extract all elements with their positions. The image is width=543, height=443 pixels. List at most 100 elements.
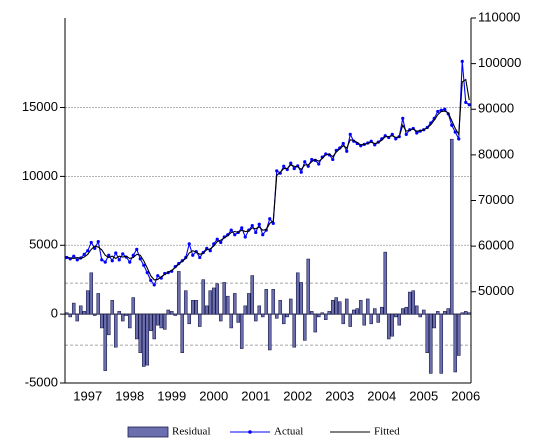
residual-bar — [236, 313, 241, 323]
point-marker — [93, 246, 97, 251]
residual-bar — [407, 291, 412, 315]
point-marker — [394, 137, 398, 141]
point-marker — [128, 260, 132, 264]
point-marker — [233, 233, 237, 237]
residual-bar — [288, 298, 293, 315]
residual-bar — [369, 313, 374, 325]
residual-bar — [99, 313, 104, 329]
point-marker — [96, 239, 100, 244]
y2-tick-label: 70000 — [478, 192, 514, 207]
residual-bar — [306, 258, 311, 315]
point-marker — [156, 274, 160, 278]
residual-bar — [414, 305, 419, 315]
point-marker — [107, 253, 111, 257]
point-marker — [467, 103, 471, 107]
residual-bar — [127, 313, 132, 329]
residual-bar — [225, 295, 230, 315]
residual-bar — [337, 301, 342, 315]
residual-bar — [246, 293, 251, 315]
residual-bar — [131, 297, 136, 315]
point-marker — [404, 132, 408, 136]
residual-bar — [85, 290, 90, 315]
residual-bar — [309, 311, 314, 315]
residual-bar — [355, 308, 360, 315]
residual-bar — [232, 293, 237, 315]
point-marker — [229, 228, 233, 232]
point-marker — [331, 157, 335, 162]
residual-bar — [145, 313, 150, 366]
residual-bar — [467, 312, 472, 315]
residual-bar — [425, 313, 430, 353]
point-marker — [457, 137, 461, 141]
residual-bar — [453, 313, 458, 373]
residual-bar — [327, 311, 332, 315]
residual-bar — [113, 313, 118, 348]
residual-bar — [141, 313, 146, 367]
point-marker — [289, 161, 293, 165]
residual-bar — [183, 290, 188, 315]
residual-bar — [435, 311, 440, 315]
y-tick-label: -5000 — [25, 374, 58, 389]
residual-bar — [285, 313, 290, 318]
residual-bar — [173, 313, 178, 316]
residual-bar — [316, 313, 321, 318]
residual-bar — [400, 308, 405, 315]
residual-bar — [215, 283, 220, 315]
residual-bar — [432, 313, 437, 329]
point-marker — [292, 166, 296, 171]
point-marker — [345, 149, 349, 153]
y2-tick-label: 50000 — [478, 283, 514, 298]
residual-bar — [166, 309, 171, 315]
residual-bar — [82, 311, 87, 315]
residual-bar — [103, 313, 108, 371]
residual-bar — [211, 287, 216, 315]
y2-tick-label: 80000 — [478, 146, 514, 161]
residual-bar — [243, 305, 248, 315]
point-marker — [138, 257, 142, 261]
point-marker — [121, 252, 125, 256]
point-marker — [250, 223, 254, 228]
series-line — [66, 78, 470, 281]
residual-bar — [138, 313, 143, 353]
residual-bar — [323, 313, 328, 320]
residual-bar — [390, 313, 395, 337]
point-marker — [219, 240, 223, 245]
residual-bar — [190, 300, 195, 315]
residual-bar — [218, 313, 223, 322]
point-marker — [86, 249, 90, 253]
residual-bar — [197, 313, 202, 327]
residual-bar — [159, 313, 164, 329]
point-marker — [317, 162, 321, 166]
x-tick-label: 2005 — [409, 388, 438, 403]
residual-bar — [302, 313, 307, 341]
point-marker — [303, 160, 307, 164]
point-marker — [271, 221, 275, 225]
point-marker — [187, 242, 191, 246]
x-tick-label: 2001 — [241, 388, 270, 403]
point-marker — [450, 123, 454, 127]
point-marker — [415, 131, 419, 135]
point-marker — [191, 253, 195, 257]
residual-bar — [208, 290, 213, 315]
residual-bar — [267, 313, 272, 351]
residual-bar — [239, 313, 244, 349]
point-marker — [341, 141, 345, 146]
residual-bar — [362, 313, 367, 326]
point-marker — [152, 283, 156, 287]
y-tick-label: 5000 — [29, 237, 58, 252]
point-marker — [142, 263, 146, 267]
legend-label: Fitted — [374, 426, 400, 438]
residual-bar — [169, 311, 174, 315]
residual-bar — [152, 313, 157, 340]
residual-bar — [358, 300, 363, 315]
residual-bar — [446, 308, 451, 315]
point-marker — [131, 253, 135, 257]
y-tick-label: 10000 — [22, 168, 58, 183]
residual-bar — [341, 313, 346, 325]
residual-bar — [351, 309, 356, 315]
point-marker — [75, 258, 79, 262]
residual-bar — [292, 313, 297, 348]
residual-bar — [439, 313, 444, 374]
y-tick-label: 0 — [51, 306, 58, 321]
